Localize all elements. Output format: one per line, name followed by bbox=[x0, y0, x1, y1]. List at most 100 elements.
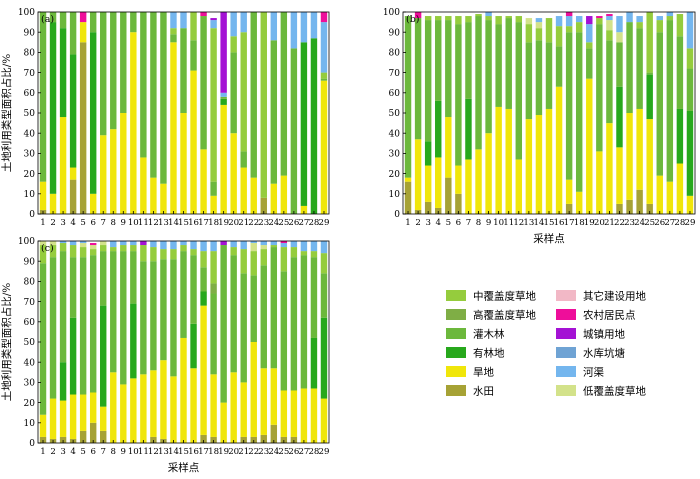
bar-segment bbox=[270, 247, 278, 369]
bar-segment bbox=[180, 113, 187, 214]
legend-swatch bbox=[446, 366, 466, 377]
bar-segment bbox=[270, 368, 278, 425]
legend-label: 低覆盖度草地 bbox=[583, 385, 646, 398]
bar-segment bbox=[120, 245, 127, 252]
x-tick-label: 16 bbox=[554, 218, 565, 228]
bar-segment bbox=[49, 241, 57, 246]
bar-segment bbox=[140, 245, 147, 262]
bar-segment bbox=[200, 434, 207, 443]
bar-segment bbox=[525, 42, 533, 120]
legend-swatch bbox=[556, 290, 576, 301]
bar-segment bbox=[170, 42, 177, 214]
bar-segment bbox=[250, 251, 257, 276]
legend-swatch bbox=[556, 366, 576, 377]
bar-segment bbox=[190, 40, 197, 71]
x-tick-label: 4 bbox=[436, 218, 442, 228]
x-tick-label: 27 bbox=[664, 218, 675, 228]
bar-segment bbox=[606, 16, 613, 21]
bar-segment bbox=[210, 241, 217, 252]
bar-segment bbox=[636, 16, 643, 23]
y-tick-label: 100 bbox=[383, 8, 400, 18]
bar-segment bbox=[110, 241, 117, 248]
bar-segment bbox=[160, 249, 167, 260]
bar-segment bbox=[435, 207, 442, 214]
bar-segment bbox=[210, 293, 217, 375]
x-tick-label: 16 bbox=[188, 218, 199, 228]
x-tick-label: 23 bbox=[258, 218, 269, 228]
bar-segment bbox=[180, 241, 187, 246]
x-tick-label: 18 bbox=[208, 447, 219, 457]
bar-segment bbox=[69, 245, 77, 258]
x-tick-label: 2 bbox=[50, 218, 55, 228]
x-tick-label: 23 bbox=[258, 447, 269, 457]
x-tick-label: 29 bbox=[684, 218, 695, 228]
bar-segment bbox=[606, 123, 613, 214]
bar-segment bbox=[110, 372, 117, 443]
bar-segment bbox=[676, 36, 684, 109]
bar-segment bbox=[475, 149, 482, 214]
bar-segment bbox=[596, 151, 603, 214]
x-tick-label: 7 bbox=[100, 447, 105, 457]
bar-segment bbox=[676, 14, 684, 37]
bar-segment bbox=[606, 20, 613, 31]
y-tick-label: 10 bbox=[24, 190, 36, 200]
y-tick-label: 100 bbox=[18, 8, 35, 18]
bar-segment bbox=[525, 24, 533, 43]
bar-segment bbox=[475, 16, 482, 150]
bar-segment bbox=[240, 167, 247, 214]
bar-segment bbox=[626, 199, 633, 214]
bar-segment bbox=[435, 16, 442, 21]
x-tick-label: 7 bbox=[100, 218, 105, 228]
bar-segment bbox=[190, 249, 197, 256]
x-tick-label: 19 bbox=[584, 218, 595, 228]
x-tick-label: 11 bbox=[138, 447, 149, 457]
x-tick-label: 3 bbox=[425, 218, 430, 228]
bar-segment bbox=[300, 12, 308, 43]
bar-segment bbox=[89, 193, 97, 214]
bar-segment bbox=[636, 108, 643, 190]
x-tick-label: 4 bbox=[70, 447, 76, 457]
bar-segment bbox=[606, 30, 613, 41]
bar-segment bbox=[686, 12, 694, 49]
bar-segment bbox=[270, 245, 278, 248]
bar-segment bbox=[616, 16, 623, 33]
bar-segment bbox=[455, 165, 462, 194]
bar-segment bbox=[414, 139, 422, 210]
bar-segment bbox=[636, 28, 643, 109]
y-tick-label: 30 bbox=[389, 150, 401, 160]
x-axis-title: 采样点 bbox=[533, 232, 565, 245]
x-tick-label: 26 bbox=[288, 447, 299, 457]
bar-segment bbox=[260, 434, 267, 443]
bar-segment bbox=[230, 372, 237, 443]
y-tick-label: 70 bbox=[389, 69, 401, 79]
bar-segment bbox=[525, 18, 533, 25]
x-tick-label: 25 bbox=[278, 218, 289, 228]
bar-segment bbox=[160, 12, 167, 184]
bar-segment bbox=[475, 14, 482, 17]
bar-segment bbox=[300, 205, 308, 214]
bar-segment bbox=[130, 241, 137, 246]
legend-label: 农村居民点 bbox=[583, 309, 636, 322]
bar-segment bbox=[230, 133, 237, 214]
x-tick-label: 29 bbox=[319, 447, 330, 457]
bar-segment bbox=[555, 26, 563, 47]
bar-segment bbox=[495, 16, 502, 25]
bar-segment bbox=[110, 129, 117, 214]
bar-segment bbox=[535, 22, 543, 29]
bar-segment bbox=[310, 388, 318, 443]
bar-segment bbox=[320, 273, 328, 318]
bar-segment bbox=[250, 243, 257, 252]
bar-segment bbox=[59, 243, 67, 252]
bar-segment bbox=[150, 177, 157, 214]
bar-segment bbox=[495, 106, 502, 214]
bar-segment bbox=[270, 40, 278, 184]
bar-segment bbox=[606, 14, 613, 17]
bar-segment bbox=[260, 241, 267, 246]
bar-segment bbox=[616, 86, 623, 148]
bar-segment bbox=[59, 117, 67, 214]
bar-segment bbox=[505, 16, 512, 19]
bar-segment bbox=[79, 394, 87, 431]
bar-segment bbox=[310, 251, 318, 258]
bar-segment bbox=[320, 72, 328, 79]
